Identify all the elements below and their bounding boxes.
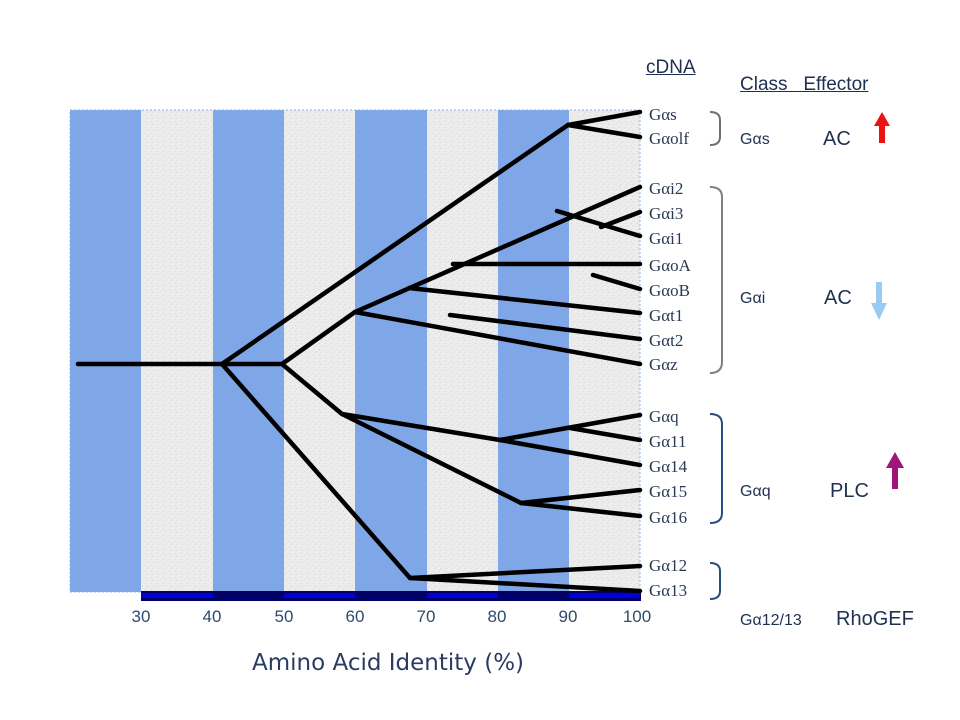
leaf-label: Gαi3 xyxy=(649,204,684,223)
leaf-label: Gα14 xyxy=(649,457,688,476)
class-effector-header: Class Effector xyxy=(740,74,869,95)
leaf-label: Gαolf xyxy=(649,129,690,148)
effector-arrows xyxy=(871,112,904,489)
arrow-up-icon xyxy=(886,452,904,489)
x-tick-label: 60 xyxy=(345,607,365,626)
leaf-label: GαoA xyxy=(649,256,691,275)
x-tick-label: 100 xyxy=(622,607,652,626)
x-tick-label: 50 xyxy=(274,607,294,626)
class-label: Gαs xyxy=(740,131,770,148)
leaf-label: Gαq xyxy=(649,407,679,426)
class-label: Gαi xyxy=(740,290,766,307)
leaf-label: Gα11 xyxy=(649,432,687,451)
x-tick-label: 70 xyxy=(416,607,436,626)
arrow-up-icon xyxy=(874,112,890,143)
x-tick-label: 90 xyxy=(558,607,578,626)
x-tick-label: 30 xyxy=(131,607,151,626)
arrow-down-icon xyxy=(871,282,887,320)
effector-label: PLC xyxy=(830,480,869,502)
leaf-label: Gα15 xyxy=(649,482,688,501)
leaf-label: Gαt2 xyxy=(649,331,684,350)
x-tick-label: 80 xyxy=(487,607,507,626)
leaf-label: Gα16 xyxy=(649,508,688,527)
class-label: Gα12/13 xyxy=(740,612,802,629)
leaf-label: Gαi1 xyxy=(649,229,684,248)
background-bands xyxy=(69,109,641,593)
leaf-label: Gα13 xyxy=(649,581,688,600)
x-tick-label: 40 xyxy=(202,607,222,626)
effector-label: AC xyxy=(824,287,852,309)
class-brackets xyxy=(709,111,723,600)
leaf-label: Gαi2 xyxy=(649,179,684,198)
axis-bar xyxy=(141,591,641,601)
effector-label: RhoGEF xyxy=(836,608,914,630)
leaf-label: Gαz xyxy=(649,355,678,374)
effector-label: AC xyxy=(823,128,851,150)
leaf-label: Gαt1 xyxy=(649,306,684,325)
tree-branches xyxy=(75,109,643,594)
x-axis-label: Amino Acid Identity (%) xyxy=(252,650,525,676)
leaf-label: GαoB xyxy=(649,281,691,300)
leaf-label: Gα12 xyxy=(649,556,688,575)
cdna-header: cDNA xyxy=(646,57,696,78)
class-label: Gαq xyxy=(740,483,771,500)
leaf-label: Gαs xyxy=(649,105,677,124)
